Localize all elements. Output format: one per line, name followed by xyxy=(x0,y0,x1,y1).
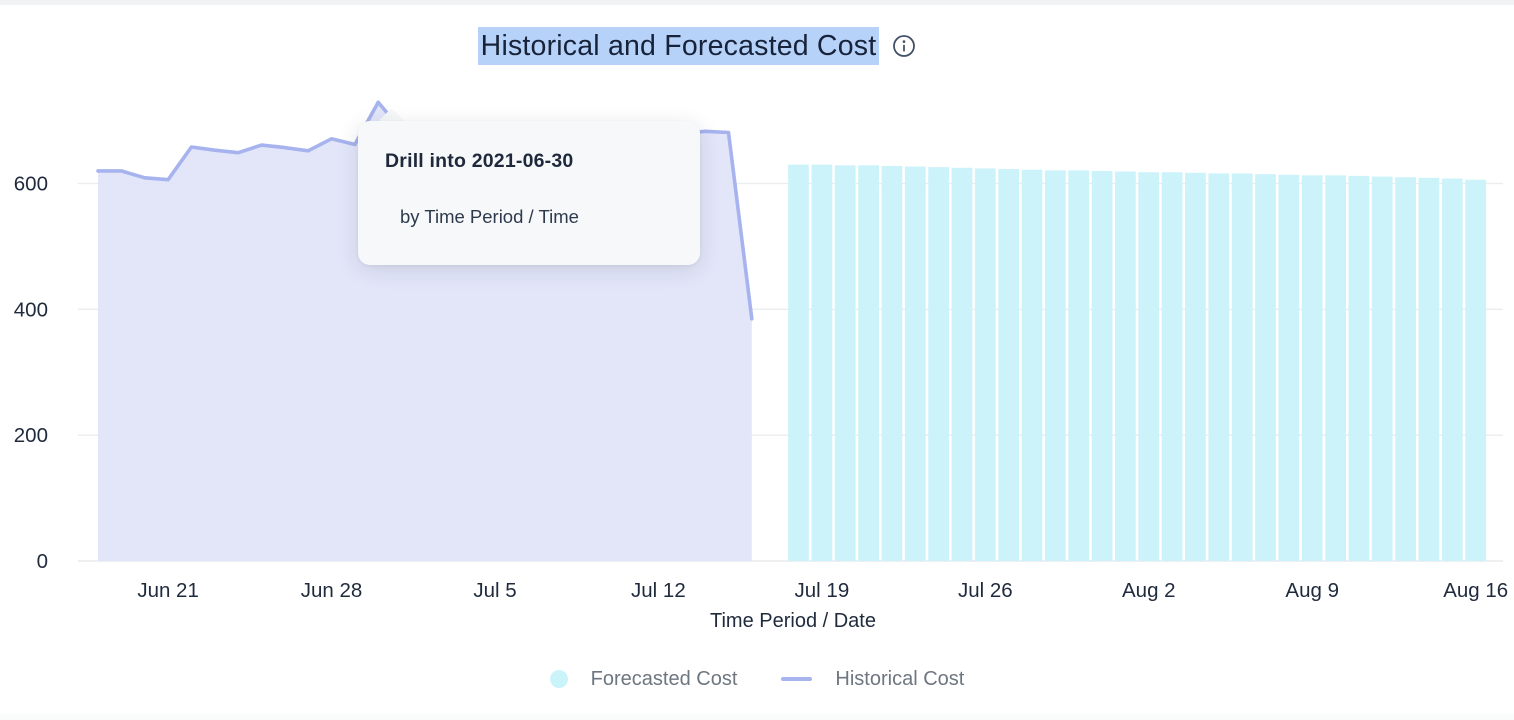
forecast-bar[interactable] xyxy=(1278,174,1300,561)
chart-title: Historical and Forecasted Cost xyxy=(477,27,880,65)
tooltip-title[interactable]: Drill into 2021-06-30 xyxy=(385,150,574,172)
forecast-bar[interactable] xyxy=(998,169,1020,561)
forecast-bar[interactable] xyxy=(1255,174,1276,561)
forecast-bar[interactable] xyxy=(1418,177,1440,562)
x-axis-tick-label: Jul 19 xyxy=(795,579,850,602)
forecast-bar[interactable] xyxy=(974,168,996,561)
forecast-bar[interactable] xyxy=(1441,178,1463,562)
x-axis-tick-label: Aug 2 xyxy=(1122,579,1176,602)
forecast-bar[interactable] xyxy=(1208,173,1230,561)
y-axis-tick-label: 600 xyxy=(14,173,48,196)
forecast-bar[interactable] xyxy=(1138,172,1160,561)
forecast-bar[interactable] xyxy=(858,165,879,562)
forecast-bar[interactable] xyxy=(1465,179,1487,561)
forecast-bar[interactable] xyxy=(1231,173,1253,561)
drill-tooltip[interactable]: Drill into 2021-06-30 by Time Period / T… xyxy=(358,121,700,265)
forecast-bar[interactable] xyxy=(881,165,903,561)
forecast-bar[interactable] xyxy=(928,167,949,561)
forecast-bar[interactable] xyxy=(788,164,809,561)
legend-item-historical-cost[interactable]: Historical Cost xyxy=(781,668,964,691)
y-axis-tick-label: 0 xyxy=(37,550,48,573)
legend-label: Historical Cost xyxy=(835,667,965,690)
y-axis-tick-label: 400 xyxy=(14,298,48,321)
legend-item-forecasted-cost[interactable]: Forecasted Cost xyxy=(549,667,738,691)
historical-swatch-icon xyxy=(781,677,813,681)
tooltip-subtitle[interactable]: by Time Period / Time xyxy=(400,206,579,227)
forecast-bar[interactable] xyxy=(1115,171,1136,562)
chart-legend: Forecasted Cost Historical Cost xyxy=(0,666,1514,692)
forecast-bar[interactable] xyxy=(1161,172,1183,561)
chart-header: Historical and Forecasted Cost xyxy=(0,25,1514,67)
forecast-bar[interactable] xyxy=(834,165,856,562)
forecast-bar[interactable] xyxy=(1185,172,1206,562)
forecast-bar[interactable] xyxy=(1021,169,1043,561)
forecast-bar[interactable] xyxy=(1348,175,1370,561)
forecast-bar[interactable] xyxy=(1044,170,1066,562)
x-axis-tick-label: Jun 28 xyxy=(301,579,363,602)
forecast-bar[interactable] xyxy=(1395,177,1416,561)
x-axis-tick-label: Jul 5 xyxy=(473,579,516,602)
forecast-bar[interactable] xyxy=(1301,175,1323,562)
forecast-bar[interactable] xyxy=(1068,170,1090,562)
legend-label: Forecasted Cost xyxy=(590,667,738,690)
forecast-bar[interactable] xyxy=(951,167,973,562)
forecast-bar[interactable] xyxy=(811,164,833,561)
forecast-bar[interactable] xyxy=(904,166,926,562)
x-axis-title: Time Period / Date xyxy=(710,610,876,632)
x-axis-tick-label: Jul 12 xyxy=(631,579,686,602)
forecast-bar[interactable] xyxy=(1371,176,1393,561)
y-axis-tick-label: 200 xyxy=(14,424,48,447)
x-axis-tick-label: Jun 21 xyxy=(137,579,199,602)
top-edge-strip xyxy=(0,0,1514,5)
info-icon[interactable] xyxy=(892,34,916,58)
bottom-edge-strip xyxy=(0,714,1514,720)
x-axis-tick-label: Jul 26 xyxy=(958,579,1013,602)
chart-plot-area[interactable]: 0 200 400 600 Jun 21 Jun 28 Jul 5 Jul 12 Jul 19 J… xyxy=(0,0,1514,655)
x-axis-tick-label: Aug 16 xyxy=(1443,579,1508,602)
x-axis-tick-label: Aug 9 xyxy=(1285,579,1339,602)
forecast-swatch-icon xyxy=(549,670,568,688)
forecast-bar[interactable] xyxy=(1091,170,1113,561)
forecast-bar[interactable] xyxy=(1325,175,1346,562)
